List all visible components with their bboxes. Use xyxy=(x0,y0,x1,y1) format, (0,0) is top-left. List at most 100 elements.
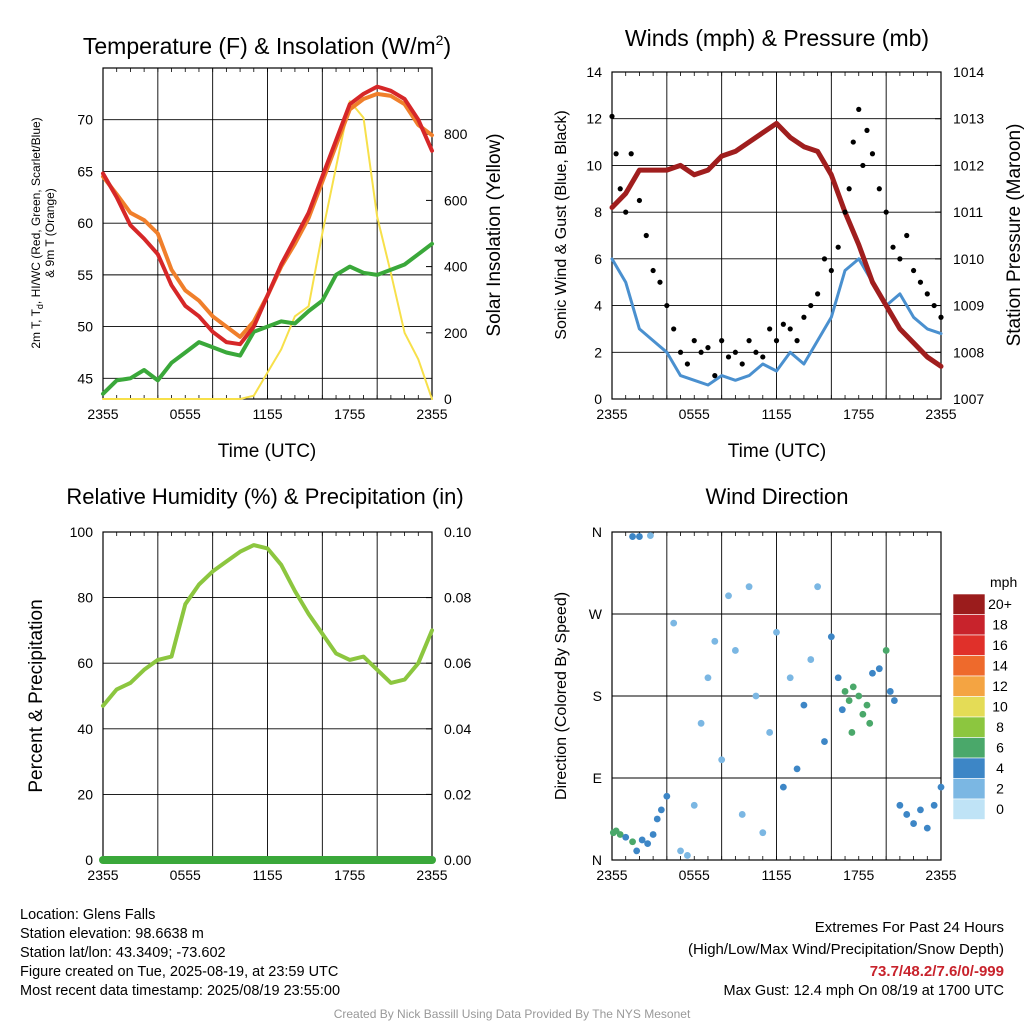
legend-swatch xyxy=(952,634,986,656)
gust-point xyxy=(760,354,766,360)
pressure-y-tick-label: 1011 xyxy=(953,204,983,220)
direction-y-tick-label: N xyxy=(592,852,602,868)
gust-point xyxy=(821,256,828,262)
station-info: Location: Glens Falls Station elevation:… xyxy=(20,906,340,1001)
gust-point xyxy=(864,127,870,133)
wind-y-tick-label: 6 xyxy=(594,251,602,267)
temperature-ylabel-left: 2m T, Td, HI/WC (Red, Green, Scarlet/Blu… xyxy=(29,117,45,348)
pressure-y-tick-label: 1009 xyxy=(953,298,984,314)
latlon-text: Station lat/lon: 43.3409; -73.602 xyxy=(20,945,226,961)
humidity-y-tick-label: 100 xyxy=(70,524,94,540)
direction-point xyxy=(644,840,652,847)
pressure-y-tick-label: 1014 xyxy=(953,64,984,80)
temperature-y-tick-label: 70 xyxy=(77,112,93,128)
legend-swatch xyxy=(952,757,986,779)
insolation-y-tick-label: 400 xyxy=(444,259,468,275)
direction-point xyxy=(616,831,624,838)
x-tick-label: 2355 xyxy=(925,406,956,422)
direction-point xyxy=(629,533,636,540)
direction-point xyxy=(923,824,931,832)
x-tick-label: 0555 xyxy=(679,867,710,883)
precip-y-tick-label: 0.10 xyxy=(444,524,471,540)
direction-point xyxy=(697,719,705,727)
recent-data-text: Most recent data timestamp: 2025/08/19 2… xyxy=(20,983,341,999)
temperature-title: Temperature (F) & Insolation (W/m2) xyxy=(83,32,451,59)
legend-label: 18 xyxy=(992,617,1008,633)
legend-swatch xyxy=(952,675,986,697)
direction-point xyxy=(859,710,867,718)
gust-point xyxy=(636,197,643,204)
series-line-solar xyxy=(102,100,433,400)
gust-point xyxy=(712,373,718,379)
direction-point xyxy=(800,701,808,709)
precip-y-tick-label: 0.08 xyxy=(444,590,471,606)
direction-point xyxy=(937,783,945,791)
gust-point xyxy=(876,186,882,192)
direction-point xyxy=(917,806,924,814)
x-tick-label: 2355 xyxy=(87,406,118,422)
legend-swatch xyxy=(952,696,986,718)
gust-point xyxy=(910,267,917,274)
legend-swatch xyxy=(952,778,986,800)
x-tick-label: 2355 xyxy=(87,867,118,883)
insolation-y-tick-label: 800 xyxy=(444,126,468,142)
gust-point xyxy=(897,256,903,262)
legend-swatch xyxy=(952,614,986,636)
winds-xlabel: Time (UTC) xyxy=(728,441,827,462)
winds-title: Winds (mph) & Pressure (mb) xyxy=(625,25,929,51)
legend-swatch xyxy=(952,798,986,820)
winds-panel: Winds (mph) & Pressure (mb) Time (UTC) S… xyxy=(553,25,1024,462)
gust-point xyxy=(725,354,732,360)
humidity-y-tick-label: 0 xyxy=(85,852,93,868)
direction-point xyxy=(731,647,739,654)
gust-point xyxy=(794,338,800,344)
extremes-subtitle: (High/Low/Max Wind/Precipitation/Snow De… xyxy=(688,941,1004,958)
gust-point xyxy=(732,349,738,355)
gust-point xyxy=(856,106,862,112)
x-tick-label: 0555 xyxy=(170,406,201,422)
direction-point xyxy=(855,692,863,700)
direction-point xyxy=(745,583,753,591)
direction-point xyxy=(814,583,822,591)
direction-point xyxy=(629,838,636,846)
humidity-y-tick-label: 80 xyxy=(77,590,93,606)
x-tick-label: 1155 xyxy=(761,867,791,883)
gust-point xyxy=(739,361,745,367)
legend-label: 10 xyxy=(992,699,1008,715)
gust-point xyxy=(938,314,944,320)
precip-y-tick-label: 0.04 xyxy=(444,721,471,737)
legend-title: mph xyxy=(990,574,1017,590)
gust-point xyxy=(613,151,619,157)
direction-point xyxy=(841,688,849,695)
direction-y-tick-label: W xyxy=(589,606,603,622)
precip-y-tick-label: 0.02 xyxy=(444,786,471,802)
gust-point xyxy=(846,186,852,192)
direction-point xyxy=(718,756,726,764)
direction-point xyxy=(752,692,760,700)
direction-point xyxy=(838,706,846,714)
extremes-title: Extremes For Past 24 Hours xyxy=(814,919,1004,936)
gust-point xyxy=(767,326,773,332)
direction-point xyxy=(848,729,856,736)
wind-direction-panel: Wind Direction Direction (Colored By Spe… xyxy=(553,484,1017,800)
direction-point xyxy=(670,619,678,627)
direction-point xyxy=(786,674,794,682)
direction-point xyxy=(711,637,719,645)
extremes-values: 73.7/48.2/7.6/0/-999 xyxy=(869,963,1004,980)
wind-y-tick-label: 2 xyxy=(594,344,602,360)
pressure-y-tick-label: 1007 xyxy=(953,391,984,407)
pressure-y-tick-label: 1010 xyxy=(953,251,984,267)
pressure-y-tick-label: 1012 xyxy=(953,157,984,173)
direction-point xyxy=(807,656,815,663)
gust-point xyxy=(664,302,670,309)
gust-point xyxy=(671,326,677,332)
gust-point xyxy=(787,326,793,332)
created-text: Figure created on Tue, 2025-08-19, at 23… xyxy=(20,964,339,980)
direction-point xyxy=(759,829,767,837)
gust-point xyxy=(628,151,634,157)
direction-point xyxy=(766,729,774,736)
wind-y-tick-label: 12 xyxy=(586,111,602,127)
direction-point xyxy=(690,801,698,809)
direction-point xyxy=(657,806,665,814)
series-line-pressure xyxy=(609,120,944,369)
